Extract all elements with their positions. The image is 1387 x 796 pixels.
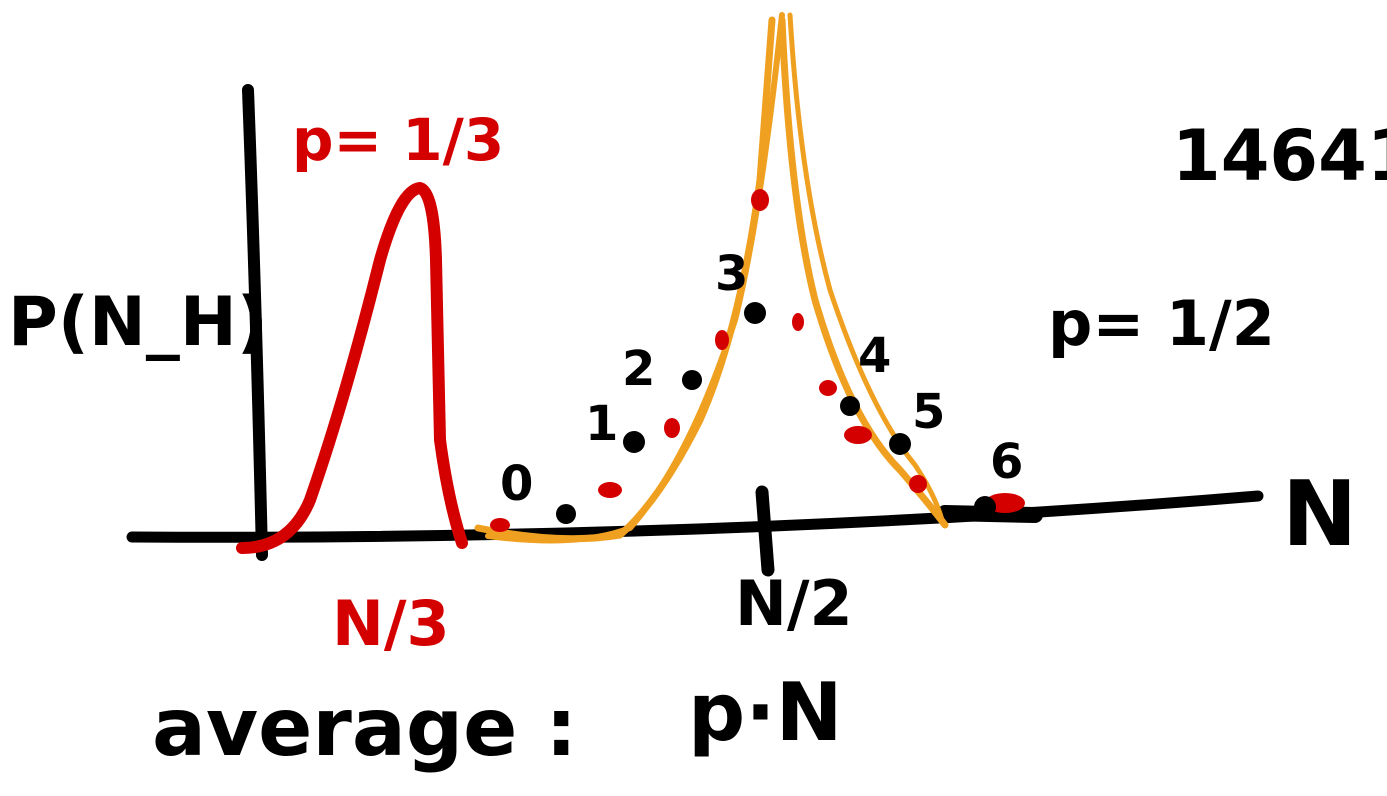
middle-tick-label: N/2	[735, 567, 853, 640]
binomial-row: 14641	[1172, 115, 1387, 197]
sketch: 0 1 2 3 4 5 6 P(N_H) N p= 1/3 p= 1/2 146…	[0, 0, 1387, 796]
black-point	[744, 302, 766, 324]
point-label: 1	[585, 396, 618, 452]
black-point	[623, 431, 645, 453]
red-parameter: p= 1/3	[292, 106, 504, 174]
red-point	[598, 482, 622, 498]
red-point	[844, 426, 872, 444]
point-label: 0	[500, 456, 533, 512]
orange-parameter: p= 1/2	[1048, 287, 1275, 360]
y-axis-label: P(N_H)	[8, 283, 268, 362]
red-point	[909, 475, 927, 493]
black-point	[974, 496, 996, 518]
black-point	[682, 370, 702, 390]
black-point	[840, 396, 860, 416]
red-point	[715, 330, 729, 350]
middle-tick-mark	[762, 492, 768, 570]
average-label: average :	[152, 681, 577, 774]
point-label: 5	[912, 384, 945, 440]
point-label: 2	[622, 341, 655, 397]
average-formula: p·N	[688, 666, 843, 759]
black-point	[889, 433, 911, 455]
red-point	[751, 189, 769, 211]
red-point	[664, 418, 680, 438]
red-point	[792, 313, 804, 331]
point-label: 4	[858, 328, 891, 384]
red-point	[819, 380, 837, 396]
red-tick-label: N/3	[332, 587, 450, 660]
x-axis-label: N	[1282, 462, 1357, 567]
point-label: 6	[990, 434, 1023, 490]
red-point	[490, 518, 510, 532]
page: 0 1 2 3 4 5 6 P(N_H) N p= 1/3 p= 1/2 146…	[0, 0, 1387, 796]
black-point	[556, 504, 576, 524]
point-label: 3	[715, 246, 748, 302]
